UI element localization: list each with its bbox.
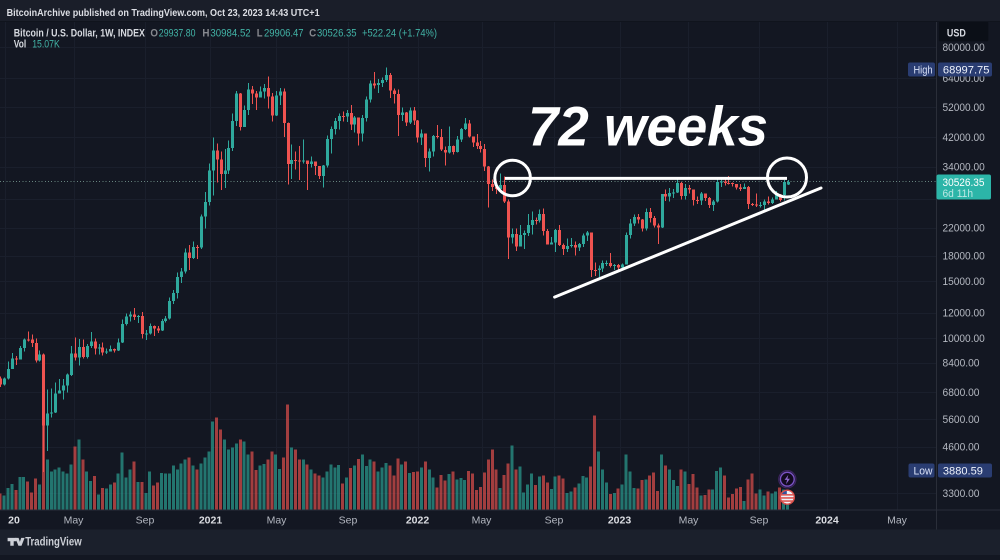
svg-text:Sep: Sep xyxy=(339,515,358,527)
svg-text:High: High xyxy=(914,64,933,76)
svg-text:22000.00: 22000.00 xyxy=(943,223,985,235)
svg-text:42000.00: 42000.00 xyxy=(943,132,985,144)
svg-text:Sep: Sep xyxy=(750,515,769,527)
svg-text:Vol: Vol xyxy=(14,39,26,51)
svg-text:30526.35: 30526.35 xyxy=(317,28,357,40)
svg-text:10000.00: 10000.00 xyxy=(943,333,985,345)
svg-text:Bitcoin / U.S. Dollar, 1W, IND: Bitcoin / U.S. Dollar, 1W, INDEX xyxy=(14,28,146,40)
svg-text:2021: 2021 xyxy=(199,515,223,527)
svg-text:18000.00: 18000.00 xyxy=(943,251,985,263)
svg-text:30526.35: 30526.35 xyxy=(943,177,985,189)
svg-text:TradingView: TradingView xyxy=(25,537,82,549)
svg-text:O: O xyxy=(150,28,158,40)
svg-text:4600.00: 4600.00 xyxy=(943,442,980,454)
svg-text:34000.00: 34000.00 xyxy=(943,162,985,174)
svg-text:6d 11h: 6d 11h xyxy=(943,188,974,200)
svg-text:52000.00: 52000.00 xyxy=(943,102,985,114)
svg-text:Sep: Sep xyxy=(545,515,564,527)
svg-text:May: May xyxy=(887,515,908,527)
svg-text:15000.00: 15000.00 xyxy=(943,276,985,288)
svg-text:12000.00: 12000.00 xyxy=(943,307,985,319)
svg-text:May: May xyxy=(679,515,700,527)
svg-text:USD: USD xyxy=(947,28,966,40)
svg-text:29937.80: 29937.80 xyxy=(159,28,196,40)
svg-text:5600.00: 5600.00 xyxy=(943,414,980,426)
svg-text:Sep: Sep xyxy=(136,515,155,527)
svg-text:C: C xyxy=(309,28,316,40)
svg-text:2022: 2022 xyxy=(406,515,430,527)
svg-text:20: 20 xyxy=(8,515,20,527)
svg-text:May: May xyxy=(267,515,288,527)
svg-text:Low: Low xyxy=(914,465,933,477)
svg-text:6800.00: 6800.00 xyxy=(943,387,980,399)
svg-text:30984.52: 30984.52 xyxy=(210,28,250,40)
svg-text:BitcoinArchive published on Tr: BitcoinArchive published on TradingView.… xyxy=(7,7,320,19)
svg-text:3880.59: 3880.59 xyxy=(943,465,983,477)
svg-text:May: May xyxy=(472,515,493,527)
svg-text:L: L xyxy=(257,28,263,40)
svg-text:15.07K: 15.07K xyxy=(32,39,60,51)
svg-text:8400.00: 8400.00 xyxy=(943,357,980,369)
svg-text:80000.00: 80000.00 xyxy=(943,42,985,54)
svg-text:+522.24 (+1.74%): +522.24 (+1.74%) xyxy=(362,28,437,40)
svg-text:H: H xyxy=(202,28,209,40)
svg-text:68997.75: 68997.75 xyxy=(943,64,990,76)
svg-text:2023: 2023 xyxy=(608,515,632,527)
svg-text:72 weeks: 72 weeks xyxy=(528,95,768,158)
svg-text:May: May xyxy=(64,515,85,527)
svg-text:2024: 2024 xyxy=(815,515,839,527)
svg-text:29906.47: 29906.47 xyxy=(264,28,304,40)
svg-text:3300.00: 3300.00 xyxy=(943,488,980,500)
